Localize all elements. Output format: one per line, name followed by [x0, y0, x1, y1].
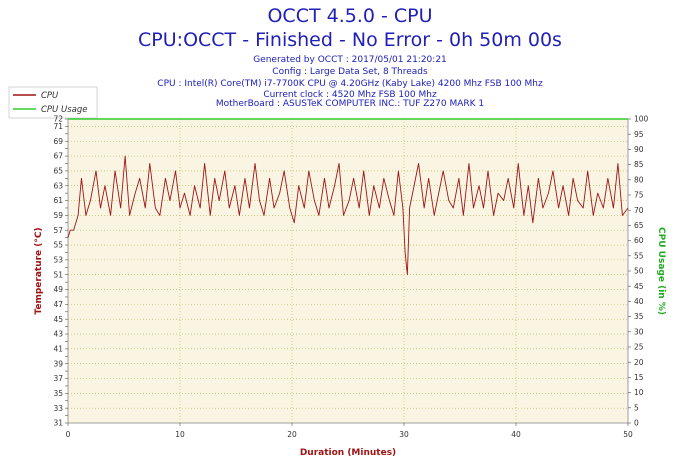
y-tick-label: 47 [53, 300, 63, 309]
x-axis-ticks: 0 10 20 30 40 50 [66, 423, 633, 439]
y2-tick-label: 60 [634, 236, 644, 245]
y2-tick-label: 30 [634, 327, 644, 336]
x-tick-label: 0 [66, 430, 71, 439]
info-cpu: CPU : Intel(R) Core(TM) i7-7700K CPU @ 4… [157, 79, 543, 89]
y-tick-label: 55 [53, 241, 63, 250]
y2-tick-label: 90 [634, 145, 644, 154]
y2-tick-label: 20 [634, 358, 644, 367]
y2-axis-ticks: 0 5 10 15 20 25 30 35 40 45 50 55 60 65 70 75 80 85 90 95 10… [628, 115, 649, 428]
y2-tick-label: 75 [634, 191, 644, 200]
series-layer [67, 118, 629, 276]
legend-label-cpu: CPU [41, 91, 59, 101]
y2-tick-label: 15 [634, 373, 644, 382]
y-tick-label: 65 [53, 167, 63, 176]
y-axis-label: Temperature (°C) [34, 227, 44, 314]
y-tick-label: 61 [53, 196, 63, 205]
chart-subtitle: CPU:OCCT - Finished - No Error - 0h 50m … [138, 29, 562, 51]
plot-area [67, 118, 629, 424]
y2-tick-label: 80 [634, 175, 644, 184]
y2-tick-label: 25 [634, 343, 644, 352]
x-tick-label: 20 [287, 430, 297, 439]
y-tick-label: 39 [53, 359, 63, 368]
info-motherboard: MotherBoard : ASUSTeK COMPUTER INC.: TUF… [216, 99, 484, 109]
y2-tick-label: 85 [634, 160, 644, 169]
y-tick-label: 51 [53, 270, 63, 279]
y2-tick-label: 0 [634, 419, 639, 428]
y2-tick-label: 65 [634, 221, 644, 230]
y2-tick-label: 55 [634, 251, 644, 260]
y2-tick-label: 35 [634, 312, 644, 321]
x-axis-label: Duration (Minutes) [300, 448, 396, 458]
y2-tick-label: 5 [634, 403, 639, 412]
y-tick-label: 35 [53, 389, 63, 398]
y2-tick-label: 100 [634, 115, 649, 124]
y-tick-label: 31 [53, 419, 63, 428]
x-tick-label: 40 [511, 430, 521, 439]
y-tick-label: 37 [53, 374, 63, 383]
y-tick-label: 41 [53, 344, 63, 353]
info-generated: Generated by OCCT : 2017/05/01 21:20:21 [253, 55, 447, 65]
y-tick-label: 43 [53, 330, 63, 339]
y-tick-label: 71 [53, 122, 63, 131]
y-axis-ticks: 31 33 35 37 39 41 43 45 47 49 51 53 55 57 59 61 63 65 67 69… [53, 115, 68, 428]
y-tick-label: 53 [53, 255, 63, 264]
chart-title: OCCT 4.5.0 - CPU [267, 5, 432, 27]
legend: CPU CPU Usage [8, 86, 98, 119]
y-tick-label: 45 [53, 315, 63, 324]
x-tick-label: 10 [175, 430, 185, 439]
y-tick-label: 67 [53, 152, 63, 161]
legend-box [8, 86, 98, 119]
y2-tick-label: 40 [634, 297, 644, 306]
y2-tick-label: 95 [634, 130, 644, 139]
y2-axis-label: CPU Usage (in %) [656, 227, 666, 315]
x-tick-label: 30 [399, 430, 409, 439]
y2-tick-label: 10 [634, 388, 644, 397]
legend-label-cpu-usage: CPU Usage [41, 105, 87, 115]
series-line-cpu [67, 155, 629, 276]
info-clock: Current clock : 4520 Mhz FSB 100 Mhz [263, 90, 437, 100]
y-tick-label: 63 [53, 181, 63, 190]
grid [68, 119, 628, 423]
x-tick-label: 50 [623, 430, 633, 439]
y-tick-label: 59 [53, 211, 63, 220]
y-tick-label: 72 [53, 115, 63, 124]
y2-tick-label: 50 [634, 267, 644, 276]
y2-tick-label: 70 [634, 206, 644, 215]
info-config: Config : Large Data Set, 8 Threads [272, 67, 428, 77]
y-tick-label: 57 [53, 226, 63, 235]
y-tick-label: 49 [53, 285, 63, 294]
y-tick-label: 69 [53, 137, 63, 146]
y2-tick-label: 45 [634, 282, 644, 291]
y-tick-label: 33 [53, 404, 63, 413]
